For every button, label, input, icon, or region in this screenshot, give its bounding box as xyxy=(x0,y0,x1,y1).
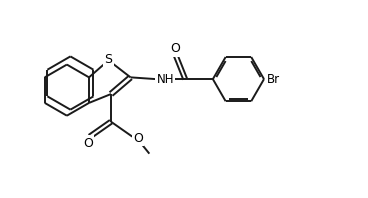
Text: S: S xyxy=(105,53,113,66)
Text: Br: Br xyxy=(267,73,280,86)
Text: O: O xyxy=(83,136,93,149)
Text: NH: NH xyxy=(156,73,174,86)
Text: O: O xyxy=(133,131,143,145)
Text: O: O xyxy=(170,42,180,55)
